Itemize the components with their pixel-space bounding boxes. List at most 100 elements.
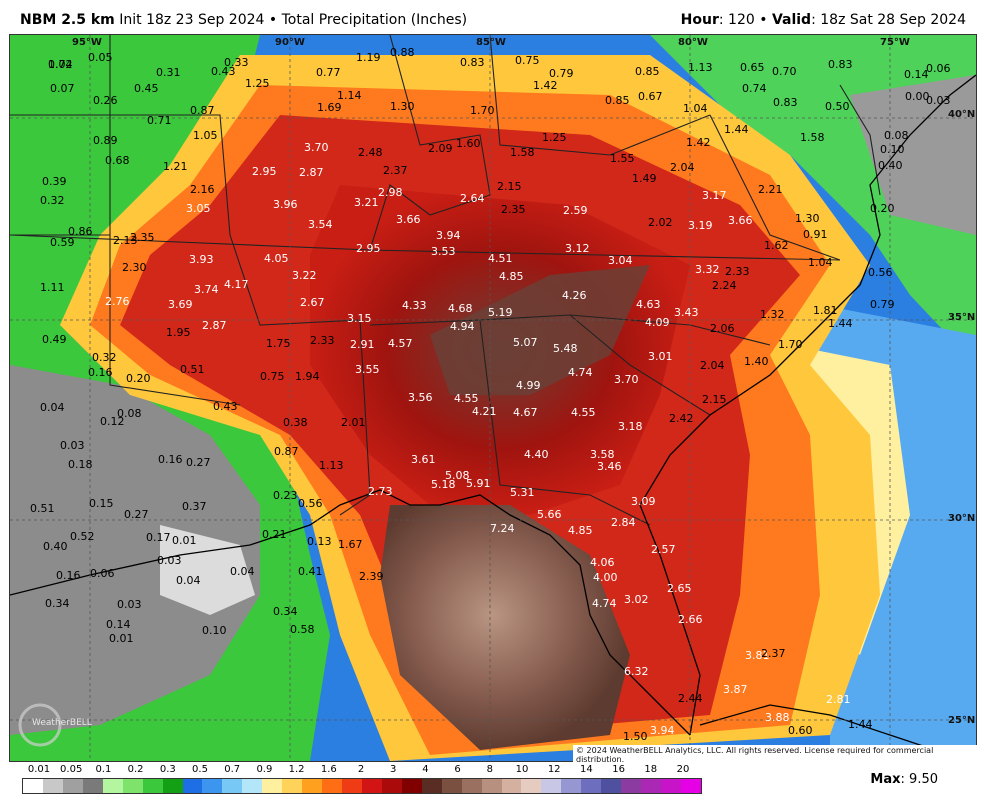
legend-tick-label: 0.7 <box>224 764 241 775</box>
precip-value-label: 4.55 <box>571 406 596 419</box>
legend-tick-label: 6 <box>454 764 461 775</box>
lat-label: 25°N <box>948 715 975 726</box>
header-right: Hour: 120 • Valid: 18z Sat 28 Sep 2024 <box>680 12 966 28</box>
precip-value-label: 4.40 <box>524 448 549 461</box>
precip-value-label: 0.10 <box>880 143 905 156</box>
precip-value-label: 0.56 <box>298 497 323 510</box>
precip-value-label: 1.44 <box>724 123 749 136</box>
precip-value-label: 4.94 <box>450 320 475 333</box>
legend-swatch <box>561 779 582 793</box>
precip-value-label: 0.51 <box>30 502 55 515</box>
precip-value-label: 0.83 <box>460 56 485 69</box>
precip-value-label: 1.69 <box>317 101 342 114</box>
precip-value-label: 1.72 <box>48 58 73 71</box>
precip-value-label: 2.73 <box>368 485 393 498</box>
legend-swatch <box>302 779 323 793</box>
precip-value-label: 1.30 <box>390 100 415 113</box>
precip-value-label: 0.56 <box>868 266 893 279</box>
precip-value-label: 3.18 <box>618 420 643 433</box>
legend-swatch <box>262 779 283 793</box>
legend-swatch <box>441 779 462 793</box>
legend-tick-label: 14 <box>580 764 593 775</box>
precip-value-label: 4.06 <box>590 556 615 569</box>
precip-value-label: 4.26 <box>562 289 587 302</box>
precip-value-label: 4.67 <box>513 406 538 419</box>
legend-tick-label: 16 <box>612 764 625 775</box>
precip-value-label: 3.58 <box>590 448 615 461</box>
max-label: Max <box>870 772 901 787</box>
precip-value-label: 1.75 <box>266 337 291 350</box>
precip-value-label: 0.06 <box>90 567 115 580</box>
precip-value-label: 2.35 <box>130 231 155 244</box>
precip-value-label: 0.75 <box>515 54 540 67</box>
lat-label: 35°N <box>948 312 975 323</box>
precip-value-label: 0.13 <box>307 535 332 548</box>
precip-value-label: 2.39 <box>359 570 384 583</box>
precip-value-label: 3.70 <box>304 141 329 154</box>
legend-swatch <box>142 779 163 793</box>
precip-value-label: 1.58 <box>510 146 535 159</box>
precip-value-label: 2.42 <box>669 412 694 425</box>
precip-value-label: 2.98 <box>378 186 403 199</box>
precip-value-label: 0.21 <box>262 528 287 541</box>
precip-value-label: 3.12 <box>565 242 590 255</box>
precip-value-label: 0.43 <box>213 400 238 413</box>
legend-tick-label: 3 <box>390 764 397 775</box>
precip-value-label: 3.46 <box>597 460 622 473</box>
precip-value-label: 0.49 <box>42 333 67 346</box>
precip-value-label: 2.87 <box>202 319 227 332</box>
model-name: NBM 2.5 km <box>20 12 115 28</box>
precip-value-label: 0.03 <box>157 554 182 567</box>
precip-value-label: 3.66 <box>396 213 421 226</box>
precip-value-label: 0.70 <box>772 65 797 78</box>
legend-swatch <box>102 779 123 793</box>
precip-value-label: 0.03 <box>60 439 85 452</box>
legend-tick-label: 20 <box>676 764 690 775</box>
precip-value-label: 1.58 <box>800 131 825 144</box>
precip-value-label: 0.32 <box>92 351 117 364</box>
legend-swatch <box>481 779 502 793</box>
precip-value-label: 0.83 <box>773 96 798 109</box>
legend-swatch <box>202 779 223 793</box>
precip-value-label: 5.18 <box>431 478 456 491</box>
max-number: 9.50 <box>909 772 938 787</box>
precip-value-label: 4.51 <box>488 252 513 265</box>
legend-tick-label: 10 <box>515 764 529 775</box>
precip-value-label: 2.33 <box>725 265 750 278</box>
precip-value-label: 0.40 <box>43 540 68 553</box>
legend-tick-label: 0.2 <box>127 764 144 775</box>
precip-value-label: 0.33 <box>224 56 249 69</box>
precip-value-label: 2.81 <box>826 693 851 706</box>
legend-tick-label: 1.6 <box>320 764 337 775</box>
precip-value-label: 0.71 <box>147 114 172 127</box>
precip-value-label: 3.70 <box>614 373 639 386</box>
precip-value-label: 3.94 <box>650 724 675 737</box>
boundary-line <box>369 319 651 526</box>
precip-value-label: 0.16 <box>56 569 81 582</box>
precip-value-label: 1.60 <box>456 137 481 150</box>
precip-value-label: 2.84 <box>611 516 636 529</box>
legend-tick-label: 1.2 <box>288 764 305 775</box>
legend-swatch <box>182 779 203 793</box>
weatherbell-logo: WeatherBELL <box>18 703 92 747</box>
atlantic-coastline <box>639 74 976 736</box>
precip-value-label: 3.53 <box>431 245 456 258</box>
precip-value-label: 0.23 <box>273 489 298 502</box>
boundary-line <box>10 234 371 251</box>
precip-value-label: 4.33 <box>402 299 427 312</box>
precip-value-label: 2.65 <box>667 582 692 595</box>
legend-swatch <box>601 779 622 793</box>
lon-label: 80°W <box>678 37 708 48</box>
latlon-grid <box>10 35 976 761</box>
precip-value-label: 0.75 <box>260 370 285 383</box>
precip-value-label: 0.37 <box>182 500 207 513</box>
legend-ticks: 0.01 0.05 0.1 0.2 0.3 0.5 0.7 0.9 1.2 1.6 2 3 4 6 8 10 1… <box>22 764 702 776</box>
logo-circle <box>18 703 62 747</box>
precip-value-label: 0.77 <box>316 66 341 79</box>
boundary-line <box>709 114 841 261</box>
precip-value-label: 0.16 <box>158 453 183 466</box>
legend-swatch <box>62 779 83 793</box>
precip-value-label: 0.87 <box>190 104 215 117</box>
precip-value-label: 3.96 <box>273 198 298 211</box>
precip-value-label: 3.55 <box>355 363 380 376</box>
